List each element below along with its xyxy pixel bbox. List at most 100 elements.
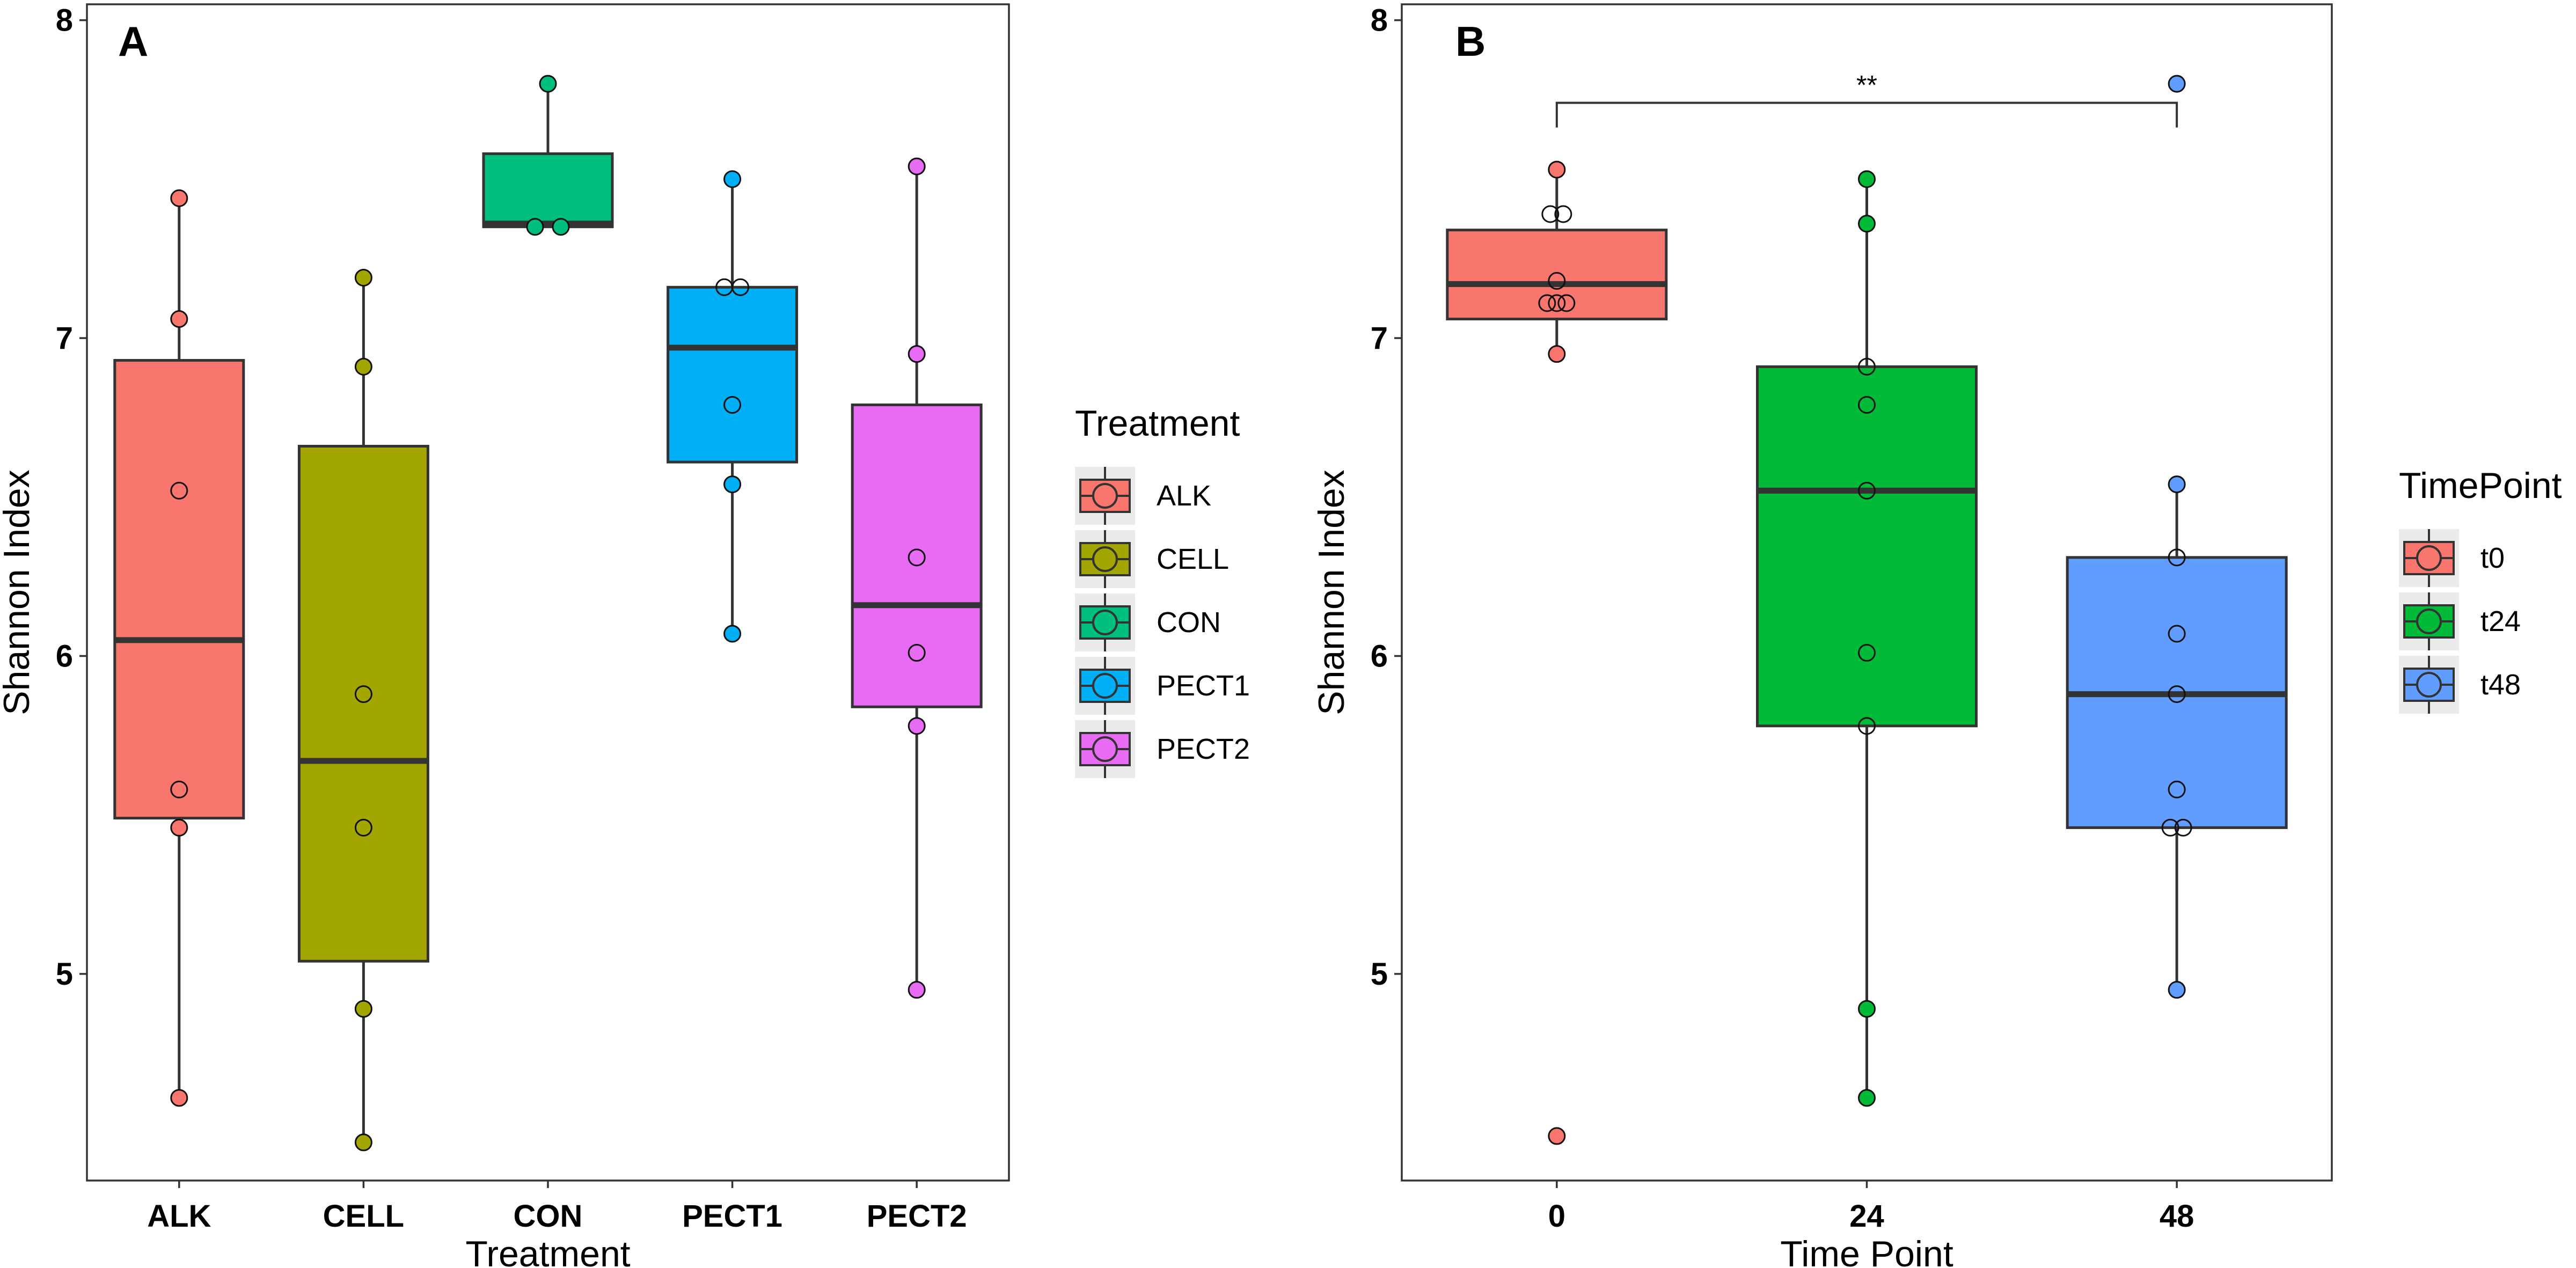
box-iqr xyxy=(482,152,614,229)
legend-entry-label: t24 xyxy=(2480,605,2521,637)
data-point xyxy=(1858,1089,1876,1107)
data-point xyxy=(2168,625,2186,643)
data-point xyxy=(2168,981,2186,999)
y-tick-label: 7 xyxy=(1371,321,1388,356)
significance-bracket xyxy=(1555,101,2178,128)
box-group-cell xyxy=(297,268,429,1152)
data-point xyxy=(908,644,926,662)
x-tick-label: CELL xyxy=(323,1199,404,1234)
data-point xyxy=(170,189,188,207)
data-point xyxy=(354,1000,372,1018)
data-point xyxy=(354,818,372,837)
legend-key-point xyxy=(1092,610,1118,635)
data-point xyxy=(1548,1127,1566,1145)
data-point xyxy=(1557,294,1576,312)
data-point xyxy=(1858,1000,1876,1018)
legend-key-point xyxy=(1092,483,1118,509)
data-point xyxy=(1858,357,1876,376)
legend-title: Treatment xyxy=(1075,403,1240,444)
y-tick-label: 5 xyxy=(1371,957,1388,992)
data-point xyxy=(354,357,372,376)
data-point xyxy=(723,475,742,494)
y-tick-label: 6 xyxy=(56,639,73,673)
legend-key xyxy=(1075,720,1135,778)
box-iqr xyxy=(1446,229,1668,321)
data-point xyxy=(1858,717,1876,735)
legend-key xyxy=(1075,467,1135,525)
data-point xyxy=(1554,205,1572,223)
box-iqr xyxy=(1756,365,1978,728)
data-point xyxy=(1548,272,1566,290)
x-tick-label: PECT1 xyxy=(682,1199,782,1234)
data-point xyxy=(2174,818,2192,837)
box-iqr xyxy=(667,285,799,464)
data-point xyxy=(723,625,742,643)
legend-key-point xyxy=(2416,609,2442,634)
legend-key xyxy=(1075,530,1135,588)
box-group-pect2 xyxy=(851,157,983,999)
data-point xyxy=(908,157,926,175)
x-axis-title: Time Point xyxy=(1780,1234,1953,1268)
legend-key-point xyxy=(1092,673,1118,699)
x-axis-title: Treatment xyxy=(465,1234,630,1268)
data-point xyxy=(1858,481,1876,500)
data-point xyxy=(170,818,188,837)
box-group-pect1 xyxy=(667,170,799,643)
y-axis-title: Shannon Index xyxy=(1311,470,1352,715)
data-point xyxy=(1548,160,1566,179)
data-point xyxy=(2168,780,2186,798)
legend-key xyxy=(2399,656,2459,714)
x-tick-label: 0 xyxy=(1548,1199,1565,1234)
legend-key-point xyxy=(2416,545,2442,571)
legend-key-point xyxy=(1092,546,1118,572)
data-point xyxy=(908,548,926,567)
data-point xyxy=(2161,818,2179,837)
data-point xyxy=(170,481,188,500)
data-point xyxy=(354,268,372,287)
x-tick-label: 48 xyxy=(2160,1199,2194,1234)
box-iqr xyxy=(297,444,429,963)
significance-label: ** xyxy=(1856,70,1877,100)
data-point xyxy=(170,310,188,328)
data-point xyxy=(1548,294,1566,312)
y-tick-label: 7 xyxy=(56,321,73,356)
legend-key-point xyxy=(2416,672,2442,698)
legend-entry-label: ALK xyxy=(1157,480,1211,512)
legend-key xyxy=(2399,592,2459,650)
panel-b: 5 6 7 8 Shannon Index 0 24 48 Time Point B ** TimeP… xyxy=(1311,3,2562,1268)
box-group-48 xyxy=(2066,75,2288,999)
box-iqr xyxy=(851,403,983,708)
box-iqr xyxy=(113,359,245,820)
data-point xyxy=(1858,644,1876,662)
box-group-0 xyxy=(1446,160,1668,1145)
panel-label: A xyxy=(118,18,148,65)
legend-key xyxy=(1075,657,1135,715)
data-point xyxy=(170,780,188,798)
box-group-alk xyxy=(113,189,245,1107)
y-tick-label: 6 xyxy=(1371,639,1388,673)
data-point xyxy=(170,1089,188,1107)
data-point xyxy=(1548,345,1566,363)
legend-entry-label: PECT1 xyxy=(1157,670,1250,702)
box-group-con xyxy=(482,75,614,236)
legend-entry-label: t0 xyxy=(2480,542,2505,574)
x-tick-label: CON xyxy=(514,1199,583,1234)
data-point xyxy=(552,218,570,236)
y-tick-label: 5 xyxy=(56,957,73,992)
legend-key xyxy=(1075,593,1135,651)
legend: TimePoint t0 t24 t48 xyxy=(2399,465,2562,714)
x-tick-label: PECT2 xyxy=(867,1199,967,1234)
data-point xyxy=(354,685,372,703)
legend: Treatment ALK CELL CON PECT1 PECT2 xyxy=(1075,403,1250,778)
data-point xyxy=(2168,548,2186,567)
data-point xyxy=(723,395,742,414)
legend-key-point xyxy=(1092,736,1118,762)
y-tick-label: 8 xyxy=(1371,3,1388,38)
legend-key xyxy=(2399,529,2459,587)
data-point xyxy=(1858,215,1876,233)
data-point xyxy=(526,218,544,236)
x-tick-label: ALK xyxy=(147,1199,211,1234)
data-point xyxy=(731,278,750,296)
